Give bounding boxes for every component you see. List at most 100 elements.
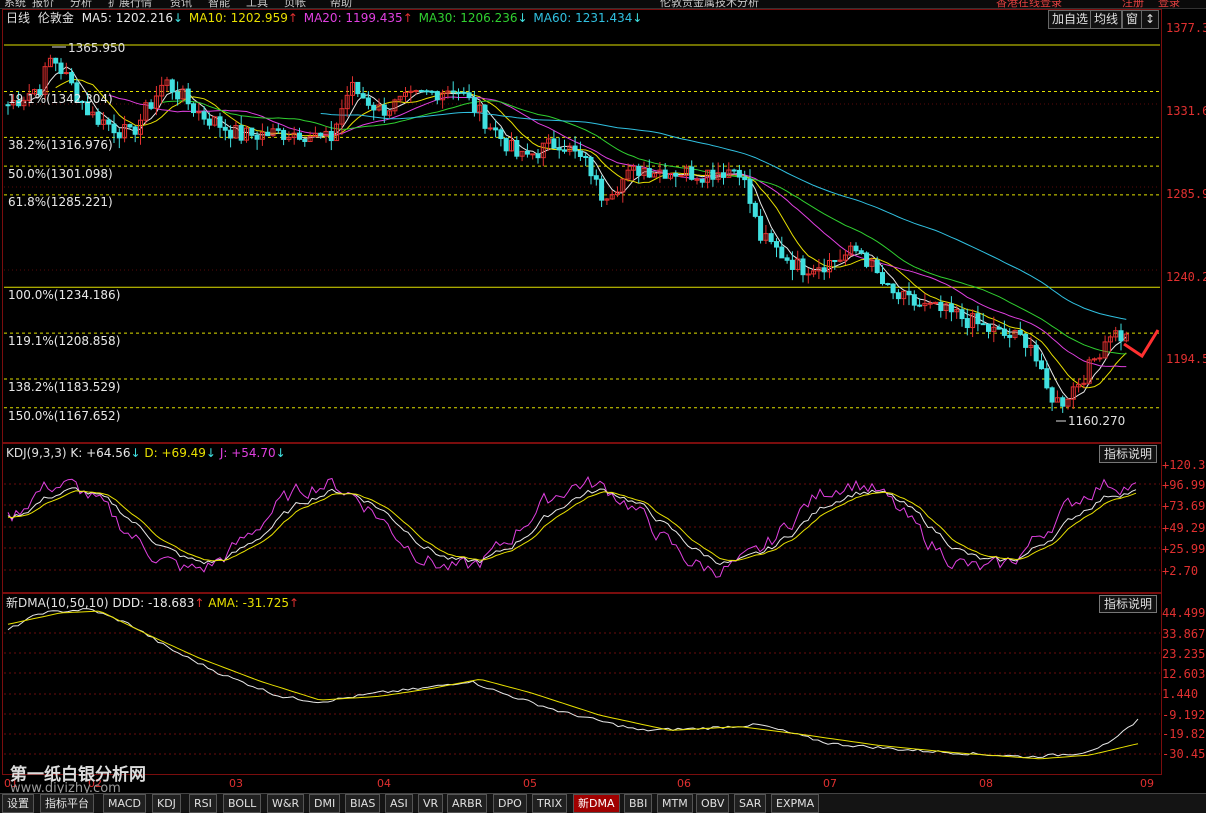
window-title: 伦敦贵金属技术分析	[660, 0, 759, 9]
candle-body	[1086, 359, 1092, 384]
ma60-value: MA60: 1231.434	[533, 11, 633, 25]
candle-body	[1065, 398, 1071, 407]
tab-wr[interactable]: W&R	[267, 794, 305, 813]
dma-help-button[interactable]: 指标说明	[1099, 595, 1158, 613]
kdj-axis-2: +96.99	[1162, 478, 1206, 492]
candle-body	[694, 178, 700, 181]
menu-quotes[interactable]: 报价	[32, 0, 54, 9]
window-button[interactable]: 窗	[1122, 10, 1143, 29]
candle-body	[206, 118, 212, 126]
candle-body	[69, 72, 75, 84]
candle-body	[1076, 383, 1082, 388]
tab-rsi[interactable]: RSI	[189, 794, 217, 813]
menu-pages[interactable]: 页帐	[284, 0, 306, 9]
candle-body	[1070, 386, 1076, 400]
candle-body	[938, 301, 944, 312]
candle-body	[180, 88, 186, 100]
candle-body	[996, 326, 1002, 330]
candle-body	[779, 246, 785, 259]
candle-body	[546, 138, 552, 144]
tab-settings[interactable]: 设置	[2, 794, 34, 813]
tab-boll[interactable]: BOLL	[223, 794, 262, 813]
register-link[interactable]: 注册	[1122, 0, 1144, 9]
login-link[interactable]: 登录	[1158, 0, 1180, 9]
candle-body	[47, 57, 53, 68]
candle-body	[270, 128, 276, 137]
candle-body	[906, 290, 912, 296]
kdj-axis-5: +25.99	[1162, 542, 1206, 556]
candle-body	[392, 99, 398, 112]
kdj-help-button[interactable]: 指标说明	[1099, 445, 1158, 463]
login-link-hk[interactable]: 香港在线登录	[996, 0, 1062, 9]
tab-vr[interactable]: VR	[418, 794, 444, 813]
tab-kdj[interactable]: KDJ	[152, 794, 181, 813]
menu-system[interactable]: 系统	[4, 0, 26, 9]
ma5-value: MA5: 1202.216	[81, 11, 173, 25]
candle-body	[254, 134, 260, 140]
candle-body	[132, 126, 138, 135]
tab-bbi[interactable]: BBI	[624, 794, 653, 813]
tab-asi[interactable]: ASI	[385, 794, 413, 813]
tab-new-dma[interactable]: 新DMA	[573, 794, 620, 813]
candle-body	[588, 156, 594, 177]
tab-mtm[interactable]: MTM	[657, 794, 693, 813]
candle-body	[1102, 341, 1108, 359]
candle-body	[1023, 333, 1029, 348]
candle-body	[201, 111, 207, 120]
dma-ama-arrow: ↑	[288, 596, 300, 610]
candle-body	[789, 259, 795, 270]
tab-expma[interactable]: EXPMA	[771, 794, 820, 813]
ma30-arrow: ↓	[517, 11, 528, 25]
menu-smart[interactable]: 智能	[208, 0, 230, 9]
ma-button[interactable]: 均线	[1090, 10, 1123, 29]
ma20-arrow: ↑	[402, 11, 413, 25]
candle-body	[1118, 330, 1124, 342]
candle-body	[127, 124, 133, 128]
candle-body	[275, 128, 281, 131]
tab-trix[interactable]: TRIX	[532, 794, 568, 813]
candle-body	[249, 127, 255, 136]
tab-dpo[interactable]: DPO	[493, 794, 527, 813]
candle-body	[768, 233, 774, 243]
kdj-k-arrow: ↓	[130, 446, 141, 460]
dma-axis-8: -30.456	[1162, 747, 1206, 761]
tab-sar[interactable]: SAR	[734, 794, 767, 813]
tab-bias[interactable]: BIAS	[345, 794, 381, 813]
candle-body	[297, 132, 302, 140]
candle-body	[705, 169, 711, 183]
dma-panel[interactable]	[2, 593, 1162, 775]
candle-body	[238, 125, 244, 141]
candle-body	[1017, 329, 1023, 335]
candle-body	[837, 259, 843, 262]
dma-axis-1: 44.499	[1162, 606, 1206, 620]
menu-tools[interactable]: 工具	[246, 0, 268, 9]
menu-bar: 系统 报价 分析 扩展行情 资讯 智能 工具 页帐 帮助 伦敦贵金属技术分析 香…	[0, 0, 1206, 9]
candle-body	[148, 102, 154, 109]
kdj-panel[interactable]	[2, 443, 1162, 593]
candle-body	[111, 123, 117, 134]
candle-body	[286, 137, 292, 140]
tab-arbr[interactable]: ARBR	[447, 794, 488, 813]
candle-body	[106, 119, 112, 125]
candle-body	[493, 127, 499, 131]
kdj-j-line	[7, 475, 1137, 578]
menu-news[interactable]: 资讯	[170, 0, 192, 9]
candle-body	[1012, 329, 1018, 338]
price-panel[interactable]	[2, 9, 1162, 443]
candle-body	[159, 84, 165, 97]
menu-extended[interactable]: 扩展行情	[108, 0, 152, 9]
ma10-line	[55, 78, 1127, 389]
tab-dmi[interactable]: DMI	[309, 794, 341, 813]
add-favorite-button[interactable]: 加自选	[1048, 10, 1093, 29]
menu-analysis[interactable]: 分析	[70, 0, 92, 9]
candle-body	[334, 123, 340, 142]
candle-body	[1081, 382, 1087, 385]
tab-macd[interactable]: MACD	[103, 794, 146, 813]
tab-obv[interactable]: OBV	[696, 794, 730, 813]
menu-help[interactable]: 帮助	[330, 0, 352, 9]
candle-body	[487, 127, 493, 130]
resize-button[interactable]: ↕	[1141, 10, 1160, 29]
candle-body	[991, 326, 997, 332]
tab-indicator-platform[interactable]: 指标平台	[40, 794, 94, 813]
candle-body	[630, 165, 636, 171]
